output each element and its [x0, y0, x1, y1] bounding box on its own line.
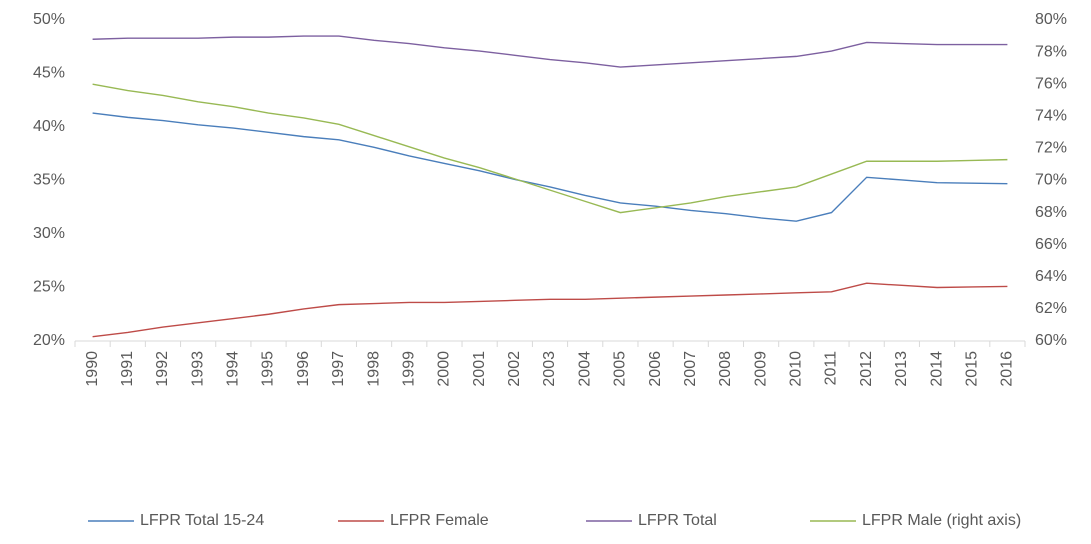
x-tick-label: 2005: [612, 351, 629, 387]
x-tick-label: 1990: [84, 351, 101, 387]
x-tick-label: 2006: [647, 351, 664, 387]
y2-tick-label: 76%: [1035, 75, 1067, 92]
legend-label: LFPR Total 15-24: [140, 512, 264, 529]
x-tick-label: 2011: [823, 351, 840, 386]
legend-label: LFPR Female: [390, 512, 489, 529]
x-tick-label: 2016: [999, 351, 1016, 387]
series-line: [92, 282, 1008, 338]
x-tick-label: 2004: [576, 351, 593, 387]
y2-tick-label: 64%: [1035, 268, 1067, 285]
y-tick-label: 25%: [33, 279, 65, 296]
x-tick-label: 1999: [400, 351, 417, 387]
x-tick-label: 1994: [225, 351, 242, 387]
series-line: [92, 35, 1008, 68]
y-tick-label: 40%: [33, 118, 65, 135]
y2-tick-label: 62%: [1035, 300, 1067, 317]
y2-tick-label: 68%: [1035, 204, 1067, 221]
x-tick-label: 2012: [858, 351, 875, 387]
x-tick-label: 1993: [189, 351, 206, 387]
series-line: [92, 83, 1008, 214]
y2-tick-label: 80%: [1035, 11, 1067, 28]
x-tick-label: 2007: [682, 351, 699, 387]
y-tick-label: 50%: [33, 11, 65, 28]
x-tick-label: 2001: [471, 351, 488, 387]
x-tick-label: 1997: [330, 351, 347, 387]
y-tick-label: 20%: [33, 332, 65, 349]
y2-tick-label: 60%: [1035, 332, 1067, 349]
x-tick-label: 1992: [154, 351, 171, 387]
x-tick-label: 2015: [963, 351, 980, 387]
y2-tick-label: 70%: [1035, 172, 1067, 189]
y2-tick-label: 78%: [1035, 43, 1067, 60]
x-tick-label: 2010: [788, 351, 805, 387]
x-tick-label: 1996: [295, 351, 312, 387]
x-tick-label: 2000: [436, 351, 453, 387]
y-tick-label: 35%: [33, 172, 65, 189]
x-tick-label: 1991: [119, 351, 136, 387]
x-tick-label: 2008: [717, 351, 734, 387]
x-tick-label: 1995: [260, 351, 277, 387]
x-tick-label: 2014: [928, 351, 945, 387]
x-tick-label: 2003: [541, 351, 558, 387]
y2-tick-label: 72%: [1035, 140, 1067, 157]
x-tick-label: 2002: [506, 351, 523, 387]
y2-tick-label: 66%: [1035, 236, 1067, 253]
x-tick-label: 2013: [893, 351, 910, 387]
legend-label: LFPR Male (right axis): [862, 512, 1021, 529]
y-tick-label: 45%: [33, 65, 65, 82]
series-line: [92, 112, 1008, 222]
x-tick-label: 1998: [365, 351, 382, 387]
y2-tick-label: 74%: [1035, 108, 1067, 125]
x-tick-label: 2009: [752, 351, 769, 387]
legend-label: LFPR Total: [638, 512, 717, 529]
y-tick-label: 30%: [33, 225, 65, 242]
